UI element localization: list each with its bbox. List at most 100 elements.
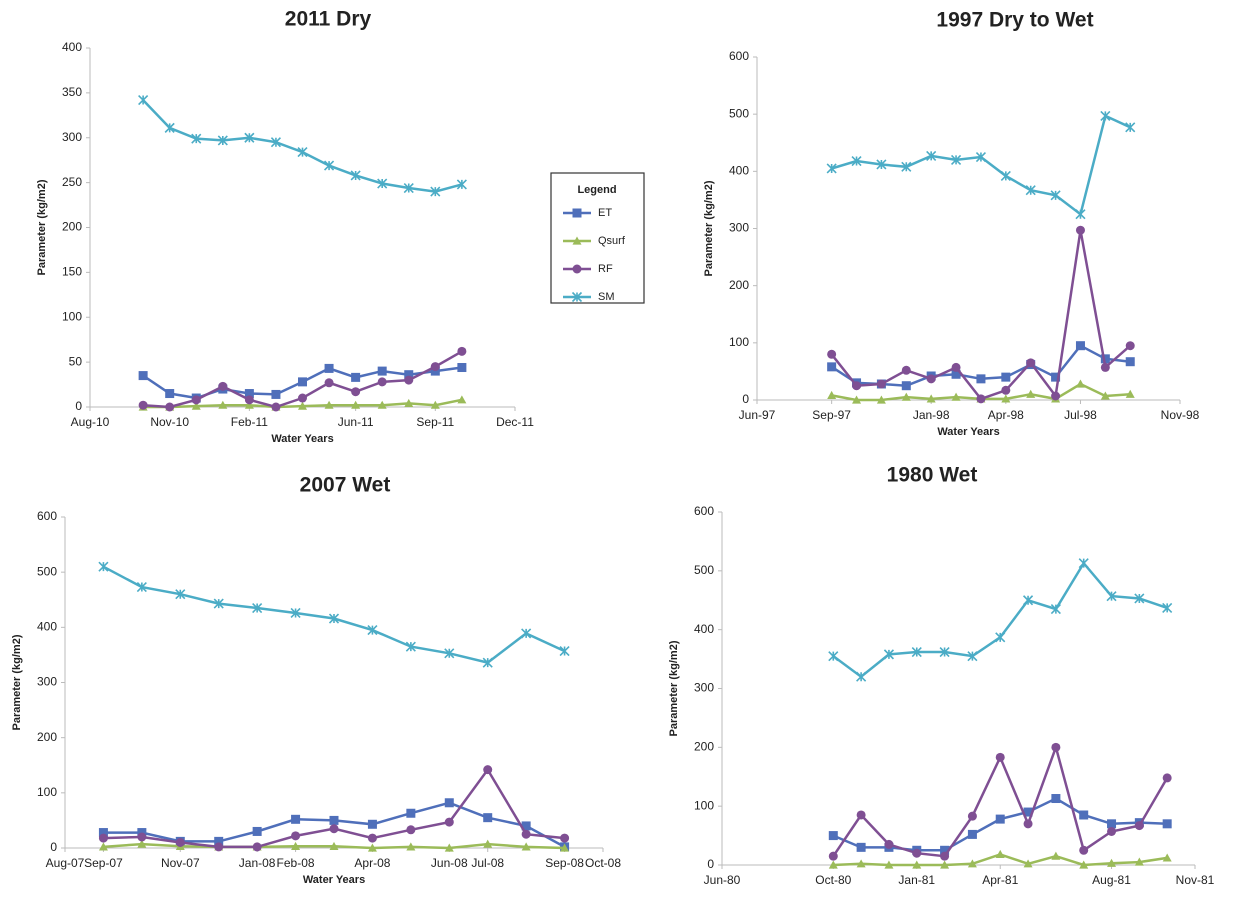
- x-tick-label: Nov-10: [150, 415, 189, 429]
- marker: [967, 811, 977, 821]
- marker: [1025, 185, 1036, 196]
- series-line: [830, 229, 1132, 401]
- marker: [1026, 389, 1036, 398]
- x-tick-label: Jan-81: [898, 873, 935, 887]
- marker: [175, 837, 185, 847]
- legend-box: [550, 172, 645, 304]
- marker: [406, 825, 416, 835]
- marker: [940, 851, 950, 861]
- marker: [856, 671, 867, 682]
- y-tick-label: 0: [75, 399, 82, 413]
- marker: [138, 94, 149, 106]
- marker: [1023, 807, 1033, 817]
- x-axis-title: Water Years: [271, 433, 333, 445]
- marker: [828, 851, 838, 861]
- marker: [1100, 362, 1110, 372]
- marker: [1022, 595, 1034, 606]
- marker: [1125, 389, 1135, 398]
- series-line: [831, 114, 1131, 217]
- marker: [521, 628, 532, 639]
- marker: [967, 829, 977, 839]
- marker: [270, 137, 282, 148]
- marker: [271, 389, 281, 399]
- y-tick-label: 300: [694, 681, 714, 695]
- marker: [218, 400, 228, 409]
- y-tick-label: 350: [62, 85, 82, 99]
- marker: [377, 377, 387, 387]
- marker: [1051, 391, 1061, 401]
- marker: [1050, 604, 1061, 615]
- marker: [252, 842, 262, 852]
- y-tick-label: 300: [37, 675, 57, 689]
- x-tick-label: Jan-98: [913, 408, 950, 422]
- x-tick-label: Sep-97: [812, 408, 851, 422]
- marker: [191, 395, 201, 405]
- marker: [976, 394, 986, 404]
- marker: [377, 400, 387, 409]
- marker: [252, 826, 262, 836]
- marker: [856, 810, 866, 820]
- legend-marker: [571, 291, 583, 303]
- y-axis-title: Parameter (kg/m2): [11, 634, 23, 730]
- marker: [926, 394, 936, 403]
- marker: [244, 400, 254, 409]
- marker: [883, 649, 895, 660]
- x-tick-label: Nov-81: [1176, 873, 1215, 887]
- marker: [1023, 819, 1033, 829]
- marker: [351, 400, 361, 409]
- chart-title: 1980 Wet: [887, 464, 978, 487]
- marker: [444, 648, 455, 659]
- marker: [377, 366, 387, 376]
- marker: [1107, 819, 1117, 829]
- marker: [967, 651, 978, 662]
- x-tick-label: Apr-08: [354, 856, 390, 870]
- marker: [298, 401, 307, 410]
- marker: [951, 392, 961, 401]
- y-tick-label: 500: [694, 563, 714, 577]
- x-tick-label: Sep-11: [416, 415, 454, 429]
- series-line: [103, 767, 565, 849]
- marker: [430, 186, 441, 197]
- marker: [1162, 773, 1172, 783]
- legend-title: Legend: [577, 184, 616, 196]
- marker: [291, 841, 301, 850]
- marker: [995, 752, 1005, 762]
- marker: [1162, 819, 1172, 829]
- marker: [851, 155, 862, 167]
- marker: [165, 402, 175, 412]
- marker: [136, 581, 147, 593]
- x-tick-label: Oct-80: [815, 873, 851, 887]
- marker: [911, 646, 922, 658]
- marker: [244, 389, 254, 399]
- marker: [404, 398, 414, 408]
- marker: [1125, 122, 1136, 133]
- marker: [1079, 810, 1089, 820]
- y-tick-label: 600: [37, 509, 57, 523]
- marker: [1079, 860, 1089, 869]
- y-axis-title: Parameter (kg/m2): [668, 640, 680, 736]
- marker: [457, 395, 467, 404]
- x-tick-label: Jul-98: [1064, 408, 1097, 422]
- marker: [995, 814, 1005, 824]
- y-tick-label: 0: [707, 857, 714, 871]
- y-tick-label: 300: [62, 130, 82, 144]
- marker: [1000, 170, 1011, 181]
- marker: [940, 860, 950, 869]
- marker: [175, 589, 186, 600]
- marker: [1001, 394, 1011, 403]
- marker: [976, 374, 986, 384]
- marker: [483, 765, 493, 775]
- marker: [1106, 591, 1117, 602]
- x-axis-title: Water Years: [303, 874, 365, 886]
- y-tick-label: 100: [37, 785, 57, 799]
- marker: [297, 147, 308, 158]
- legend: Legend ET Qsurf RF SM: [550, 172, 645, 304]
- marker: [298, 377, 307, 387]
- x-tick-label: Jun-80: [704, 873, 741, 887]
- marker: [884, 839, 894, 849]
- marker: [457, 363, 467, 373]
- marker: [165, 389, 175, 399]
- marker: [826, 163, 837, 174]
